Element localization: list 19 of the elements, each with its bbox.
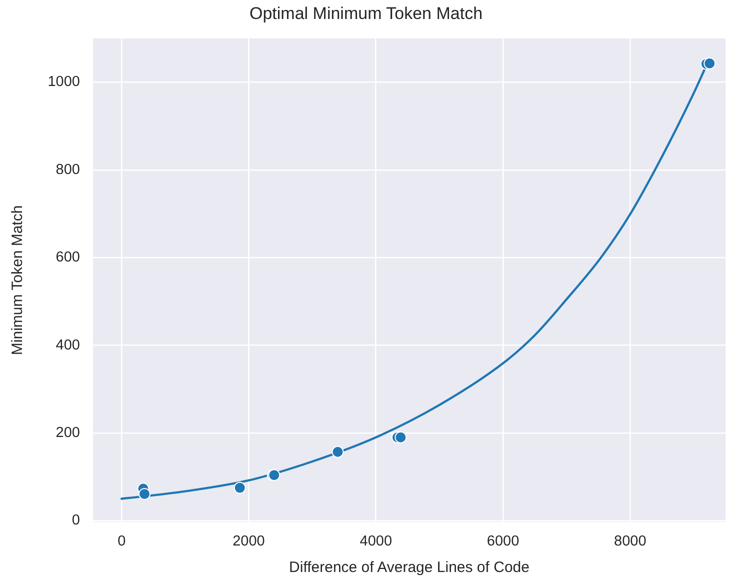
y-tick-label: 400 xyxy=(56,337,80,354)
x-tick-label: 6000 xyxy=(486,534,520,550)
y-tick-label: 1000 xyxy=(48,74,80,90)
point xyxy=(138,488,150,500)
chart-title: Optimal Minimum Token Match xyxy=(249,4,483,23)
x-tick-label: 2000 xyxy=(232,534,265,550)
y-tick-label: 800 xyxy=(56,162,80,178)
point xyxy=(332,446,344,458)
y-tick-label: 0 xyxy=(72,512,80,529)
y-axis-title: Minimum Token Match xyxy=(9,205,26,356)
point xyxy=(704,57,716,70)
point xyxy=(394,431,407,444)
y-tick-label: 200 xyxy=(56,424,80,441)
x-tick-label: 8000 xyxy=(614,534,646,550)
y-tick-label: 600 xyxy=(56,250,80,266)
x-tick-label: 4000 xyxy=(360,534,392,550)
x-tick-label: 0 xyxy=(118,534,126,550)
x-axis-title: Difference of Average Lines of Code xyxy=(289,559,530,576)
point xyxy=(234,482,246,494)
